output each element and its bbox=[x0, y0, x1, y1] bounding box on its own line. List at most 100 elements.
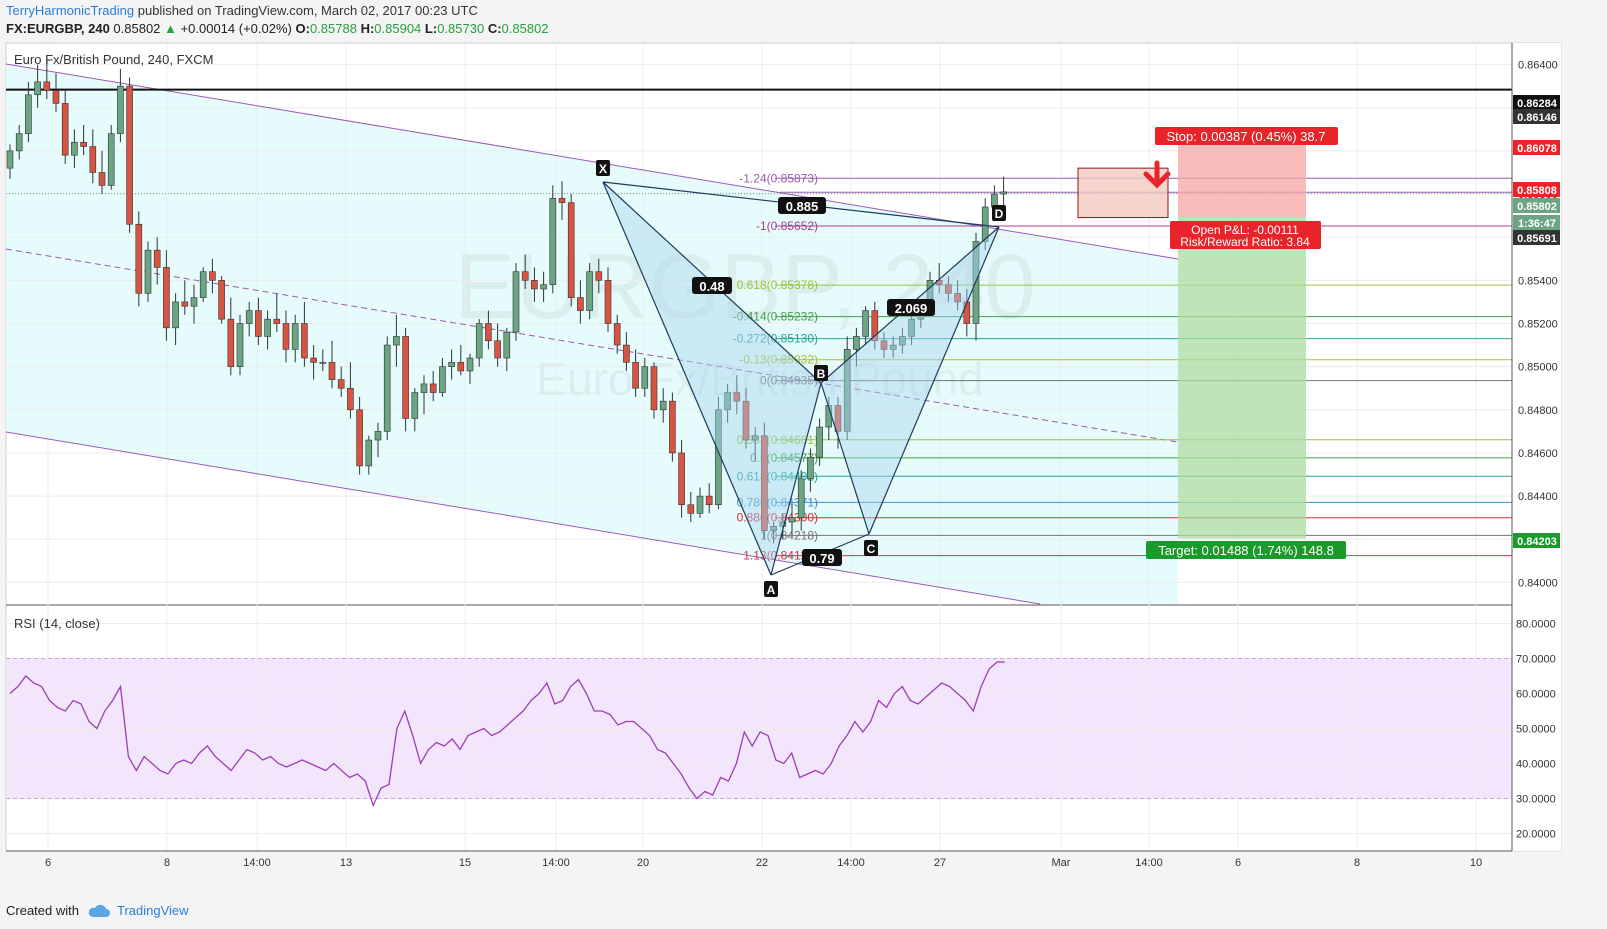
price-tag bbox=[1513, 533, 1560, 548]
candle-body bbox=[770, 526, 777, 531]
rsi-tick-label: 20.0000 bbox=[1516, 829, 1556, 841]
chart-title: Euro Fx/British Pound, 240, FXCM bbox=[14, 52, 213, 67]
candle-body bbox=[255, 310, 262, 337]
price-tag-label: 0.85808 bbox=[1517, 185, 1557, 197]
candle-body bbox=[733, 392, 741, 402]
rsi-line bbox=[9, 661, 1005, 808]
x-tick-label: 6 bbox=[45, 857, 51, 869]
y-tick-label: 0.86400 bbox=[1518, 60, 1558, 72]
rr-label: Risk/Reward Ratio: 3.84 bbox=[1180, 235, 1310, 249]
stop-zone[interactable] bbox=[1178, 134, 1306, 218]
x-tick-label: 14:00 bbox=[837, 857, 865, 869]
candle-body bbox=[420, 383, 428, 393]
pattern-point-label: A bbox=[767, 583, 776, 597]
candle-body bbox=[144, 249, 152, 294]
candle-body bbox=[604, 280, 612, 324]
candle-body bbox=[807, 456, 814, 480]
candle-body bbox=[43, 81, 51, 91]
candle-body bbox=[650, 366, 658, 411]
fib-level-label: 1.13(0.84124) bbox=[743, 549, 818, 563]
channel-fill bbox=[6, 64, 1178, 604]
created-with-label: Created with bbox=[6, 903, 79, 918]
candle-body bbox=[439, 366, 446, 393]
entry-zone[interactable] bbox=[1077, 167, 1169, 219]
bcd-triangle bbox=[821, 227, 999, 534]
price-tag bbox=[1513, 215, 1560, 230]
author-link[interactable]: TerryHarmonicTrading bbox=[6, 3, 135, 18]
price-tag bbox=[1513, 198, 1560, 213]
candle-body bbox=[181, 301, 189, 307]
candle-body bbox=[98, 172, 106, 186]
y-tick-label: 0.85400 bbox=[1518, 275, 1558, 287]
candle-body bbox=[264, 318, 271, 337]
candle-body bbox=[862, 310, 869, 337]
candle-body bbox=[448, 362, 455, 367]
candle-body bbox=[227, 318, 235, 367]
candle-body bbox=[199, 271, 207, 298]
candle-body bbox=[981, 206, 989, 242]
pattern-point-label: X bbox=[599, 162, 607, 176]
candle-body bbox=[899, 336, 906, 346]
candle-body bbox=[61, 103, 69, 156]
candle-body bbox=[347, 387, 354, 411]
fib-level-label: -1.24(0.85873) bbox=[739, 171, 818, 185]
channel-mid-line bbox=[5, 248, 1179, 443]
y-tick-label: 0.85200 bbox=[1518, 319, 1558, 331]
candle-body bbox=[1000, 191, 1007, 195]
fib-level-label: 0(0.84935) bbox=[760, 374, 818, 388]
stop-badge bbox=[1155, 127, 1338, 145]
candle-body bbox=[126, 85, 133, 225]
last-price: 0.85802 bbox=[113, 21, 161, 36]
x-tick-label: 13 bbox=[340, 857, 352, 869]
candle-body bbox=[880, 340, 888, 350]
candle-body bbox=[236, 323, 244, 367]
x-tick-label: 14:00 bbox=[1135, 857, 1163, 869]
y-tick-label: 0.84800 bbox=[1518, 405, 1558, 417]
candle-body bbox=[871, 310, 879, 342]
rsi-tick-label: 60.0000 bbox=[1516, 689, 1556, 701]
target-badge bbox=[1146, 541, 1346, 559]
watermark-sub: Euro Fx/British Pound bbox=[536, 353, 983, 405]
tradingview-label: TradingView bbox=[116, 903, 189, 918]
candle-body bbox=[889, 344, 897, 350]
candle-body bbox=[337, 379, 345, 389]
candle-body bbox=[273, 318, 281, 324]
candle-body bbox=[365, 439, 373, 467]
rsi-tick-label: 30.0000 bbox=[1516, 794, 1556, 806]
x-tick-label: 14:00 bbox=[542, 857, 570, 869]
candle-body bbox=[558, 198, 566, 203]
x-tick-label: Mar bbox=[1052, 857, 1071, 869]
fib-level-label: -0.13(0.85032) bbox=[739, 353, 818, 367]
candle-body bbox=[549, 198, 557, 285]
chart-svg[interactable]: EURGBP, 240 Euro Fx/British Pound -1.24(… bbox=[0, 0, 1607, 890]
ratio-badge bbox=[887, 299, 935, 316]
symbol-info: FX:EURGBP, 240 0.85802 ▲ +0.00014 (+0.02… bbox=[6, 21, 549, 36]
candle-body bbox=[411, 392, 419, 419]
price-tag bbox=[1513, 109, 1560, 124]
candle-body bbox=[475, 323, 483, 359]
tradingview-link[interactable]: TradingView bbox=[87, 903, 189, 918]
candle-body bbox=[190, 297, 198, 307]
pattern-point-badge bbox=[596, 160, 610, 176]
candle-body bbox=[669, 400, 676, 454]
harmonic-leg bbox=[820, 382, 870, 535]
target-zone[interactable] bbox=[1178, 217, 1306, 539]
ratio-badge bbox=[802, 549, 842, 566]
ratio-badge bbox=[778, 197, 826, 214]
candle-body bbox=[402, 336, 409, 419]
pattern-point-badge bbox=[814, 365, 828, 381]
fib-level-label: -0.414(0.85232) bbox=[733, 310, 818, 324]
candle-body bbox=[595, 271, 603, 281]
candle-body bbox=[172, 301, 179, 329]
candle-body bbox=[328, 362, 336, 380]
candle-body bbox=[209, 271, 216, 281]
price-axis-panel[interactable] bbox=[1512, 43, 1561, 851]
cloud-icon bbox=[88, 904, 110, 917]
candle-body bbox=[291, 323, 299, 350]
y-tick-label: 0.84400 bbox=[1518, 491, 1558, 503]
candle-body bbox=[678, 452, 685, 506]
candle-body bbox=[457, 362, 465, 372]
candle-body bbox=[429, 383, 437, 393]
rsi-tick-label: 80.0000 bbox=[1516, 619, 1556, 631]
candle-body bbox=[494, 340, 501, 359]
